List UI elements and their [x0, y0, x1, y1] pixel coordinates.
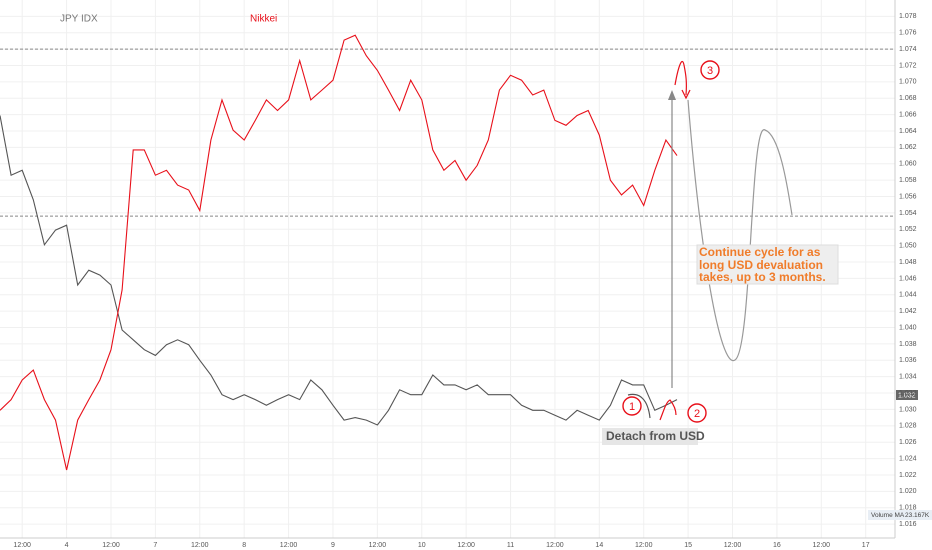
x-tick-label: 12:00: [191, 542, 209, 549]
step-label: 2: [694, 408, 700, 420]
volume-box: [868, 510, 932, 520]
y-tick-label: 1.058: [899, 177, 917, 184]
x-tick-label: 7: [153, 542, 157, 549]
x-tick-label: 12:00: [724, 542, 742, 549]
price-label: 1.032: [898, 392, 916, 399]
legend-entry: JPY IDX: [60, 14, 98, 25]
y-tick-label: 1.066: [899, 111, 917, 118]
y-tick-label: 1.028: [899, 423, 917, 430]
y-tick-label: 1.056: [899, 193, 917, 200]
y-tick-label: 1.022: [899, 472, 917, 479]
y-tick-label: 1.016: [899, 521, 917, 528]
y-tick-label: 1.018: [899, 505, 917, 512]
y-tick-label: 1.072: [899, 62, 917, 69]
y-tick-label: 1.052: [899, 226, 917, 233]
x-tick-label: 10: [418, 542, 426, 549]
price-tag: [896, 390, 918, 400]
series-line: [0, 34, 678, 471]
arrow-head: [668, 90, 676, 100]
annotation-box: [602, 428, 698, 445]
annotation: Continue cycle for as long USD devaluati…: [699, 246, 826, 284]
y-tick-label: 1.020: [899, 488, 917, 495]
step-marker: [700, 60, 720, 80]
step-label: 3: [707, 65, 713, 77]
x-tick-label: 12:00: [635, 542, 653, 549]
y-tick-label: 1.062: [899, 144, 917, 151]
x-tick-label: 16: [773, 542, 781, 549]
y-tick-label: 1.034: [899, 374, 917, 381]
arrow: [627, 393, 651, 419]
arrow: [674, 60, 687, 96]
y-tick-label: 1.064: [899, 128, 917, 135]
x-tick-label: 15: [684, 542, 692, 549]
step-label: 1: [629, 401, 635, 413]
x-tick-label: 12:00: [813, 542, 831, 549]
x-tick-label: 12:00: [280, 542, 298, 549]
plot: [0, 34, 895, 471]
x-tick-label: 12:00: [546, 542, 564, 549]
step-marker: [622, 396, 642, 416]
annotation-wrap: Continue cycle for as long USD devaluati…: [699, 246, 826, 284]
y-tick-label: 1.046: [899, 275, 917, 282]
grid: [0, 0, 895, 538]
y-tick-label: 1.078: [899, 13, 917, 20]
step-marker: [687, 403, 707, 423]
y-tick-label: 1.070: [899, 79, 917, 86]
arrow: [659, 399, 677, 421]
y-tick-label: 1.050: [899, 243, 917, 250]
volume-ma: Volume MA: [871, 512, 905, 519]
x-tick-label: 12:00: [102, 542, 120, 549]
x-tick-label: 17: [862, 542, 870, 549]
annotation-box: [696, 244, 839, 285]
x-tick-label: 4: [65, 542, 69, 549]
arrow-head: [681, 89, 691, 100]
y-tick-label: 1.038: [899, 341, 917, 348]
x-tick-label: 11: [507, 542, 514, 549]
y-tick-label: 1.054: [899, 210, 917, 217]
x-tick-label: 8: [242, 542, 246, 549]
y-tick-label: 1.032: [899, 390, 917, 397]
y-tick-label: 1.024: [899, 455, 917, 462]
y-tick-label: 1.060: [899, 161, 917, 168]
x-tick-label: 12:00: [369, 542, 387, 549]
y-tick-label: 1.042: [899, 308, 917, 315]
annotation: Detach from USD: [606, 429, 705, 443]
x-tick-label: 14: [595, 542, 603, 549]
legend-entry: Nikkei: [250, 14, 277, 25]
x-tick-label: 12:00: [13, 542, 31, 549]
x-tick-label: 9: [331, 542, 335, 549]
y-tick-label: 1.036: [899, 357, 917, 364]
y-tick-label: 1.048: [899, 259, 917, 266]
y-tick-label: 1.030: [899, 406, 917, 413]
x-tick-label: 12:00: [457, 542, 475, 549]
y-tick-label: 1.068: [899, 95, 917, 102]
y-tick-label: 1.076: [899, 30, 917, 37]
y-tick-label: 1.044: [899, 292, 917, 299]
y-tick-label: 1.040: [899, 324, 917, 331]
volume-ma-value: 23.167K: [905, 512, 930, 519]
y-tick-label: 1.026: [899, 439, 917, 446]
series-line: [0, 115, 678, 426]
y-tick-label: 1.074: [899, 46, 917, 53]
